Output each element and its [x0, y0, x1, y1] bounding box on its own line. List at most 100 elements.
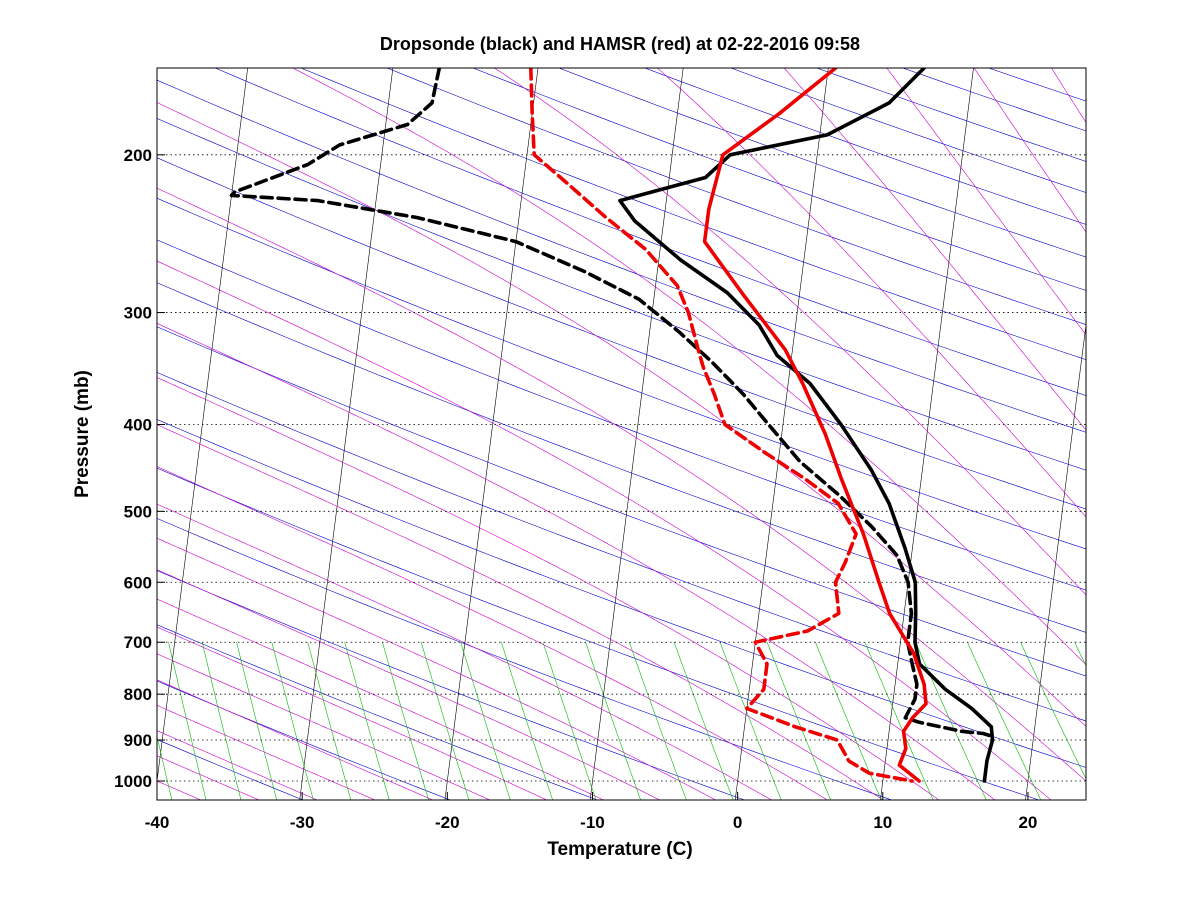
mixing-ratio-line [271, 641, 314, 800]
mixing-ratio-line [236, 641, 278, 800]
mixing-ratio-line [585, 641, 642, 800]
isotherm-line [299, 68, 394, 800]
dry-adiabat-line [214, 68, 1086, 396]
dry-adiabat-line [157, 624, 598, 800]
y-tick-label: 500 [124, 502, 152, 521]
moist-adiabat-line [157, 377, 940, 800]
y-tick-label: 800 [124, 685, 152, 704]
moist-adiabat-line [157, 780, 202, 800]
mixing-ratio-line [420, 641, 470, 800]
dry-adiabat-line [157, 518, 893, 800]
dry-adiabat-line [157, 79, 1086, 433]
series-2-line [702, 68, 928, 783]
isotherm-line [589, 68, 684, 800]
y-axis-title: Pressure (mb) [72, 370, 93, 498]
moist-adiabat-line [1122, 68, 1200, 800]
moist-adiabat-line [157, 679, 434, 800]
moist-adiabat-line [157, 537, 716, 800]
isotherm-line [1171, 68, 1200, 800]
y-tick-label: 900 [124, 731, 152, 750]
dry-adiabat-line [157, 326, 1086, 677]
dry-adiabat-line [386, 68, 1086, 325]
dry-adiabat-line [558, 68, 1086, 258]
x-tick-label: -20 [435, 813, 460, 832]
mixing-ratio-line [201, 641, 242, 800]
mixing-ratio-line [500, 641, 554, 800]
dry-adiabat-line [157, 419, 1086, 768]
mixing-ratio-line [815, 641, 882, 800]
series-1-line [229, 68, 993, 738]
y-axis-ticks: 200 300 400 500 600 700 800 900 1000 [114, 146, 165, 791]
mixing-ratio-line [864, 641, 934, 800]
dry-adiabat-line [157, 680, 451, 800]
mixing-ratio-line [307, 641, 352, 800]
y-tick-label: 700 [124, 633, 152, 652]
moist-adiabat-line [973, 68, 1086, 233]
moist-adiabat-line [1051, 68, 1086, 124]
mixing-ratio-line [1130, 642, 1200, 800]
moist-adiabat-line [292, 68, 1086, 666]
dry-adiabat-line [157, 467, 1040, 800]
dry-adiabat-line [157, 239, 1086, 591]
x-tick-label: -30 [290, 813, 315, 832]
x-tick-label: 10 [873, 813, 892, 832]
moist-adiabat-line [157, 102, 1086, 727]
mixing-ratio-line [1020, 641, 1086, 780]
mixing-ratio-line [382, 641, 429, 800]
moist-adiabat-line [157, 626, 548, 800]
moist-adiabat-line [157, 653, 491, 800]
moist-adiabat-line [157, 705, 376, 800]
mixing-ratio-line [967, 641, 1042, 800]
dry-adiabat-line [300, 68, 1086, 360]
moist-adiabat-line [783, 68, 1086, 431]
plot-frame [156, 67, 1087, 801]
dry-adiabat-line [0, 68, 9, 800]
mixing-ratio-line [168, 641, 207, 800]
chart-title: Dropsonde (black) and HAMSR (red) at 02-… [380, 34, 860, 54]
dry-adiabat-line [157, 372, 1086, 722]
dry-adiabat-line [157, 570, 745, 800]
moist-adiabat-line [157, 187, 1086, 782]
y-tick-label: 600 [124, 573, 152, 592]
isotherm-line [444, 68, 539, 800]
mixing-ratio-line [1186, 642, 1200, 800]
moist-adiabat-line [157, 424, 884, 800]
x-tick-label: -40 [145, 813, 170, 832]
y-tick-label: 1000 [114, 772, 152, 791]
mixing-ratio-line [673, 641, 734, 800]
series-0-line [618, 68, 995, 783]
moist-adiabat-line [157, 598, 604, 800]
mixing-ratio-line [719, 641, 782, 800]
x-tick-label: -10 [580, 813, 605, 832]
y-tick-label: 400 [124, 416, 152, 435]
dry-adiabat-line [157, 282, 1086, 633]
moist-adiabat-line [157, 323, 996, 800]
moist-adiabat-line [157, 503, 772, 800]
mixing-ratio-line [542, 641, 597, 800]
mixing-ratio-line [344, 641, 390, 800]
moist-adiabat-line [157, 730, 318, 800]
x-axis-title: Temperature (C) [547, 839, 692, 860]
dry-adiabat-line [157, 118, 1086, 471]
moist-adiabat-line [886, 68, 1086, 336]
mixing-ratio-line [628, 641, 687, 800]
y-tick-label: 200 [124, 146, 152, 165]
mixing-ratio-line [157, 735, 173, 800]
dry-adiabat-line [988, 68, 1086, 102]
data-series [229, 68, 995, 783]
isotherm-line [734, 68, 829, 800]
moist-adiabat-line [657, 68, 1086, 518]
mixing-ratio-line [460, 641, 511, 800]
x-tick-label: 0 [733, 813, 742, 832]
isotherm-line [1025, 322, 1086, 800]
x-tick-label: 20 [1018, 813, 1037, 832]
isotherm-line [157, 68, 248, 784]
dry-adiabat-line [644, 68, 1086, 225]
series-3-line [528, 68, 914, 783]
dry-adiabat-line [472, 68, 1086, 291]
moist-adiabat-line [157, 466, 828, 800]
moist-adiabat-line [157, 260, 1052, 800]
dry-adiabat-line [730, 68, 1086, 193]
moist-adiabat-line [157, 569, 660, 800]
